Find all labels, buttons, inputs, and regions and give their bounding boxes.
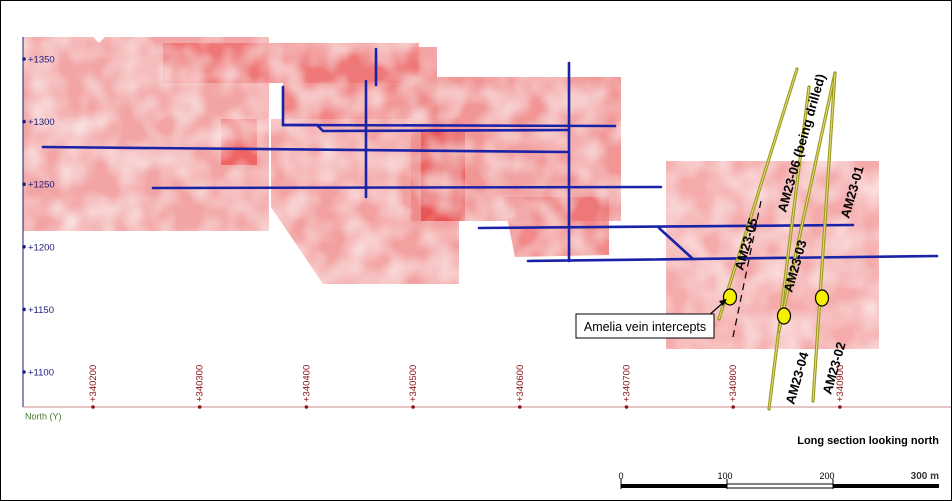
drift [526,254,939,263]
drift [281,123,617,128]
elevation-tick-mark [22,307,26,312]
scale-bar-segment [726,483,834,489]
view-caption: Long section looking north [797,435,939,447]
scale-bar-segment [621,484,727,488]
ramp [657,226,695,261]
north-axis-label: North (Y) [25,411,62,421]
elevation-tick-mark [22,245,26,249]
scale-bar: 0 100 200 300 m [618,471,939,489]
elevation-tick-label: +1150 [28,305,54,316]
scale-bar-label: 100 [717,471,732,481]
scale-bar-segment [833,484,939,488]
northing-tick-label: +340400 [301,365,312,402]
elevation-tick-mark [22,370,26,374]
stope-panel [221,119,257,165]
northing-tick-label: +340600 [515,365,526,402]
northing-tick-label: +340700 [622,365,633,402]
northing-tick-mark [411,405,415,409]
elevation-tick-label: +1200 [28,242,55,253]
northing-tick-mark [838,405,842,409]
scale-bar-length: 300 m [911,471,939,482]
northing-tick-mark [731,405,735,409]
stope-panel [23,37,269,231]
northing-tick-label: +340800 [728,365,739,402]
vein-intercept-marker [814,289,830,307]
northing-tick-label: +340300 [195,365,206,402]
elevation-tick-label: +1300 [28,117,55,128]
drillhole-label: AM23-04 [782,350,811,406]
drillhole-trace-highlight [718,68,798,320]
vein-intercept-marker [776,307,792,325]
northing-tick-mark [304,405,309,409]
amelia-vein-callout: Amelia vein intercepts [575,299,727,339]
northing-tick-mark [518,405,522,409]
drillhole-trace-highlight [768,86,810,410]
elevation-tick-mark [22,182,26,186]
drift [281,123,571,133]
drillhole-trace-highlight [812,72,836,402]
northing-tick-label: +340200 [88,365,99,402]
stope-panel [421,129,465,221]
northing-tick-mark [197,405,202,409]
northing-axis: +340200 +340300 +340400 +340500 +340600 +3407… [88,365,846,409]
northing-tick-label: +340500 [408,365,419,402]
callout-arrowhead [719,299,727,306]
elevation-tick-mark [22,57,26,61]
scale-bar-label: 0 [618,471,623,481]
elevation-tick-label: +1350 [28,55,55,66]
northing-tick-mark [91,405,95,409]
drift [41,145,569,154]
northing-tick-mark [624,405,629,409]
drift [151,185,663,190]
stope-panels [23,37,879,349]
callout-box [575,313,715,339]
drillhole-trace-highlight [778,72,836,332]
callout-text: Amelia vein intercepts [584,320,706,334]
elevation-axis: +1350 +1300 +1250 +1200 +1150 +1100 [22,55,55,379]
scale-bar-label: 200 [819,471,834,481]
northing-tick-label: +340900 [835,365,846,402]
vein-intercept-marker [722,288,738,306]
elevation-tick-label: +1100 [28,368,54,379]
elevation-tick-mark [22,119,26,124]
elevation-tick-label: +1250 [28,180,55,191]
